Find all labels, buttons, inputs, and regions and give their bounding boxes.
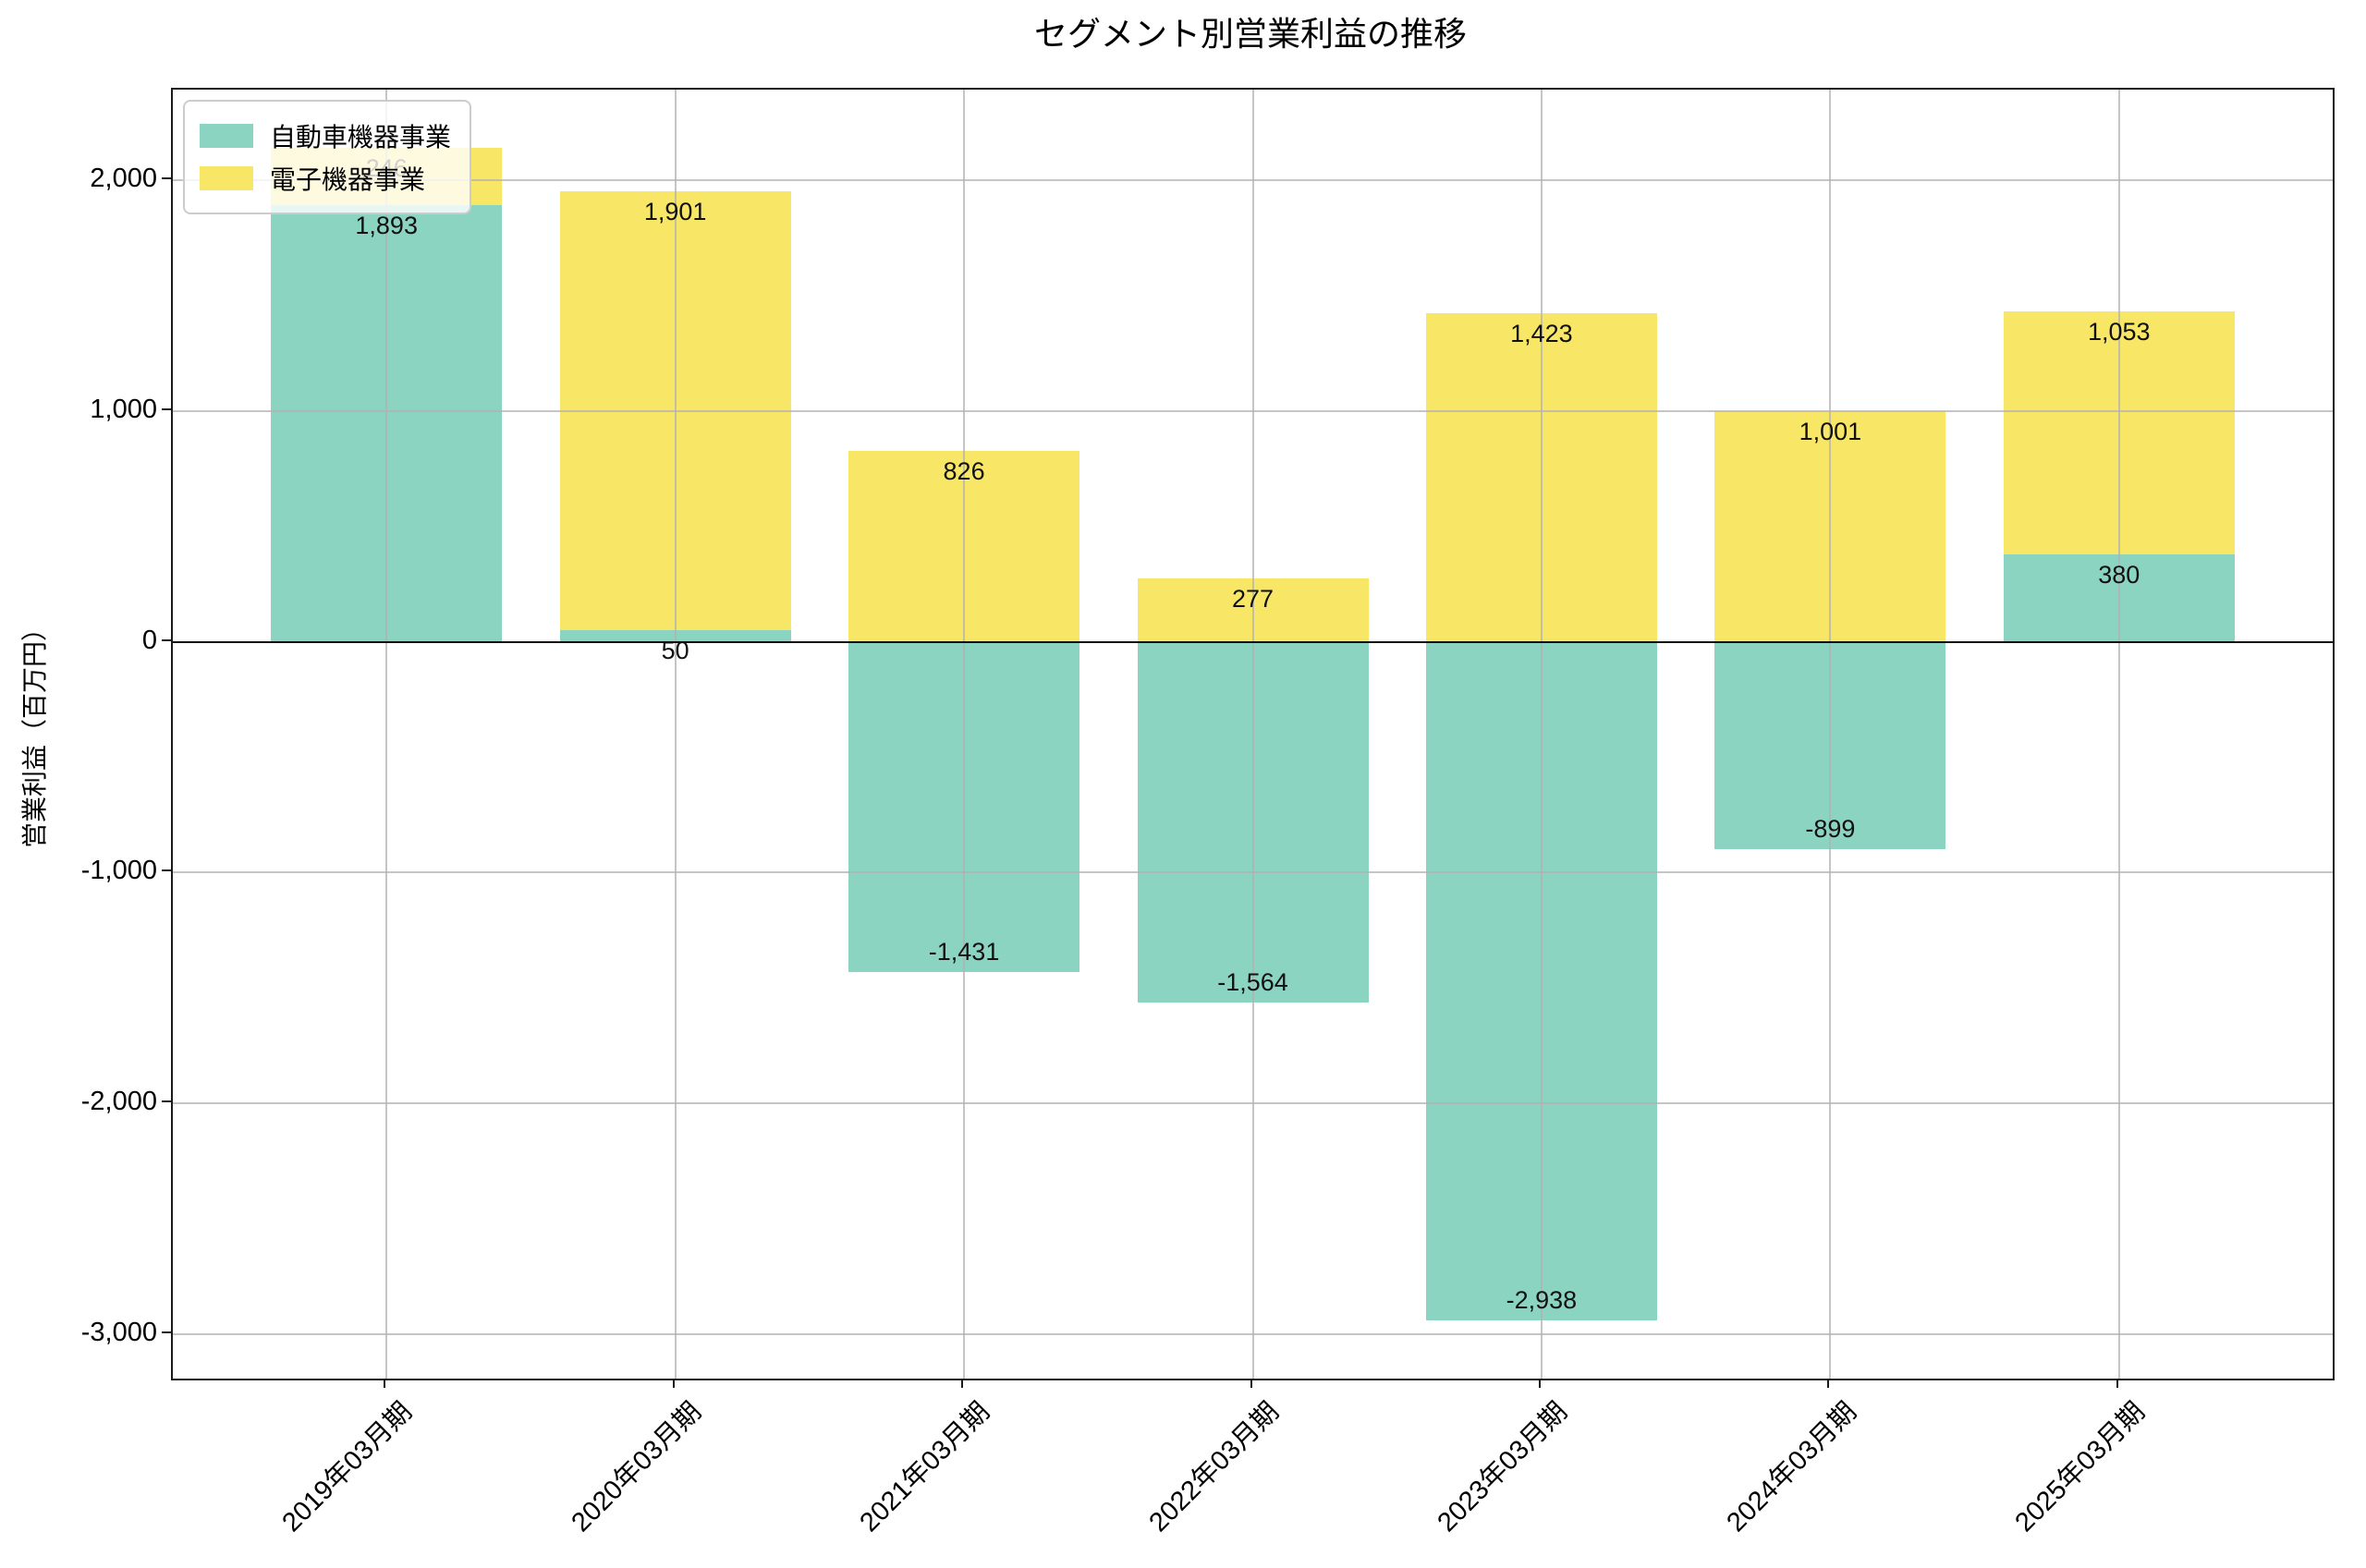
bar-value-label: 1,001 xyxy=(1799,417,1862,445)
bar-value-label: 1,893 xyxy=(355,211,418,239)
bar-value-label: -2,938 xyxy=(1506,1285,1578,1314)
legend-item: 自動車機器事業 xyxy=(200,115,451,157)
x-tick-mark xyxy=(1538,1379,1541,1388)
gridline-vertical xyxy=(1829,90,1832,1379)
x-tick-label-text: 2021年03月期 xyxy=(854,1396,996,1538)
bar-value-label: 50 xyxy=(661,637,689,665)
bar-value-label: 1,901 xyxy=(643,198,707,226)
y-tick-label: -2,000 xyxy=(80,1087,157,1117)
legend-label: 自動車機器事業 xyxy=(270,123,452,152)
bar-value-label: -899 xyxy=(1805,815,1856,844)
bar-value-label: 380 xyxy=(2098,560,2140,589)
x-tick-label-text: 2022年03月期 xyxy=(1143,1396,1285,1538)
y-tick-mark xyxy=(162,869,171,872)
y-tick-mark xyxy=(162,177,171,180)
y-tick-label: 2,000 xyxy=(90,164,157,194)
y-tick-label: 1,000 xyxy=(90,394,157,424)
y-tick-mark xyxy=(162,1100,171,1103)
y-tick-mark xyxy=(162,1331,171,1334)
x-tick-label-text: 2023年03月期 xyxy=(1432,1396,1574,1538)
bar-value-label: 1,053 xyxy=(2088,317,2151,346)
gridline-vertical xyxy=(963,90,966,1379)
x-tick-mark xyxy=(672,1379,675,1388)
y-tick-mark xyxy=(162,407,171,410)
chart-title: セグメント別営業利益の推移 xyxy=(1033,15,1468,53)
gridline-vertical xyxy=(2117,90,2120,1379)
x-tick-label-text: 2019年03月期 xyxy=(276,1396,419,1538)
bar-value-label: -1,564 xyxy=(1217,968,1288,997)
gridline-vertical xyxy=(674,90,677,1379)
x-tick-label-text: 2025年03月期 xyxy=(2009,1396,2152,1538)
legend-swatch xyxy=(200,124,253,148)
x-tick-mark xyxy=(961,1379,964,1388)
y-tick-label: -3,000 xyxy=(80,1318,157,1348)
y-tick-label: 0 xyxy=(141,625,157,655)
x-tick-mark xyxy=(2116,1379,2118,1388)
legend-label: 電子機器事業 xyxy=(270,165,426,194)
bar-value-label: 277 xyxy=(1231,584,1274,613)
x-tick-label-text: 2024年03月期 xyxy=(1721,1396,1862,1538)
y-tick-label: -1,000 xyxy=(80,856,157,886)
legend-item: 電子機器事業 xyxy=(200,157,451,200)
x-tick-mark xyxy=(1250,1379,1252,1388)
x-tick-mark xyxy=(384,1379,386,1388)
x-tick-mark xyxy=(1827,1379,1830,1388)
y-tick-mark xyxy=(162,638,171,641)
gridline-vertical xyxy=(1251,90,1254,1379)
gridline-vertical xyxy=(385,90,388,1379)
plot-area: 1,89350-1,431-1,564-2,938-8993802461,901… xyxy=(171,88,2335,1380)
bar-value-label: 826 xyxy=(943,457,985,486)
zero-line xyxy=(173,640,2333,643)
gridline-vertical xyxy=(1540,90,1543,1379)
x-tick-label-text: 2020年03月期 xyxy=(566,1396,707,1538)
bar-value-label: 1,423 xyxy=(1510,320,1573,348)
legend-swatch xyxy=(200,166,253,190)
legend: 自動車機器事業 電子機器事業 xyxy=(183,100,472,214)
bar-value-label: -1,431 xyxy=(928,938,1000,966)
